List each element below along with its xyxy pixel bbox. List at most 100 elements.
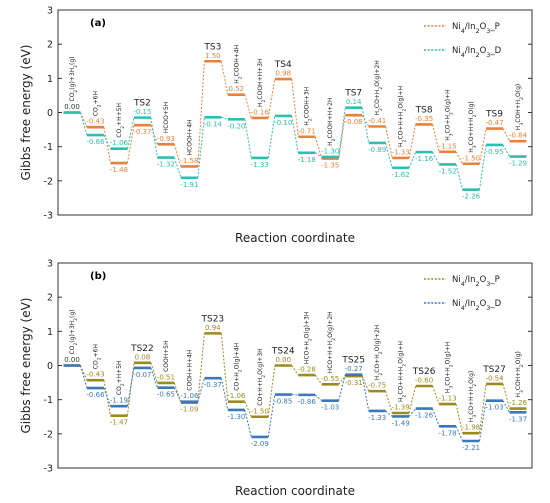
energy-value-label: -1.48	[110, 166, 128, 174]
state-label: H3CO+H+H2O(g)	[468, 371, 478, 422]
energy-value-label: -1.29	[509, 160, 527, 168]
energy-value-label: -0.31	[345, 379, 363, 387]
connector-line	[103, 127, 111, 164]
connector-line	[173, 144, 182, 167]
energy-value-label: -0.20	[227, 122, 245, 130]
connector-line	[126, 125, 135, 164]
series-d	[63, 106, 527, 192]
state-label: H2CO+H+H2O(g)+H	[398, 86, 408, 147]
connector-line	[338, 107, 346, 157]
connector-line	[408, 385, 417, 414]
state-label: HCOO+5H	[163, 102, 170, 134]
y-tick-label: 1	[47, 74, 53, 85]
connector-line	[79, 112, 88, 128]
energy-value-label: -1.37	[509, 415, 527, 423]
state-label: COOH+5H	[163, 340, 170, 372]
state-label: H3COH+H2O(g)	[515, 351, 525, 397]
energy-value-label: -1.30	[227, 413, 245, 421]
energy-value-label: -0.43	[86, 118, 104, 126]
energy-value-label: -1.26	[509, 399, 528, 407]
legend-label: Ni4/In2O3_P	[452, 22, 500, 35]
legend-label: Ni4/In2O3_D	[452, 46, 502, 59]
connector-line	[244, 94, 252, 119]
connector-line	[244, 401, 252, 417]
energy-value-label: -1.16	[415, 155, 434, 163]
x-axis-label: Reaction coordinate	[235, 484, 355, 498]
energy-value-label: -1.30	[321, 147, 339, 155]
panel-label: (a)	[90, 18, 106, 29]
energy-value-label: -0.14	[204, 120, 223, 128]
y-tick-label: -3	[44, 464, 53, 475]
energy-value-label: -1.49	[392, 419, 410, 427]
ts-label: TS3	[203, 42, 221, 52]
energy-value-label: -1.52	[439, 167, 457, 175]
energy-value-label: -0.71	[298, 127, 316, 135]
connector-line	[103, 134, 111, 149]
energy-value-label: -1.35	[321, 162, 339, 170]
ts-label: TS8	[415, 105, 433, 115]
connector-line	[385, 142, 393, 168]
state-label: HCO+H2O(g)+3H	[304, 312, 314, 364]
connector-line	[197, 378, 205, 402]
plot-frame	[57, 9, 533, 216]
energy-value-label: 0.00	[275, 356, 291, 364]
connector-line	[408, 151, 417, 169]
energy-value-label: 0.08	[135, 353, 151, 361]
connector-line	[432, 408, 440, 427]
state-label: COOH+H+4H	[186, 350, 193, 391]
energy-value-label: -1.50	[251, 407, 269, 415]
connector-line	[314, 136, 323, 159]
energy-value-label: -2.21	[462, 444, 480, 452]
y-tick-label: -1	[44, 142, 53, 153]
energy-value-label: -0.41	[368, 117, 386, 125]
x-axis-label: Reaction coordinate	[235, 231, 355, 245]
connector-line	[103, 380, 111, 416]
ts-label: TS22	[130, 344, 154, 354]
energy-value-label: -1.47	[110, 419, 128, 427]
energy-value-label: 0.52	[229, 85, 245, 93]
energy-value-label: -1.58	[180, 157, 198, 165]
energy-value-label: -1.98	[462, 424, 480, 432]
connector-line	[385, 410, 393, 417]
energy-value-label: -1.06	[227, 392, 246, 400]
connector-line	[455, 403, 464, 434]
energy-value-label: -0.28	[298, 366, 316, 374]
y-tick-label: 2	[47, 293, 53, 304]
connector-line	[361, 374, 370, 412]
energy-value-label: 0.98	[275, 70, 291, 78]
energy-value-label: -0.86	[298, 398, 317, 406]
state-label: H2CO+H2O(g)+2H	[374, 325, 384, 380]
energy-value-label: -1.32	[157, 161, 175, 169]
connector-line	[220, 333, 229, 402]
ts-label: TS24	[271, 347, 295, 357]
energy-value-label: -1.33	[368, 414, 386, 422]
state-label: H3CO+H2O(g)+H	[445, 89, 455, 140]
ts-label: TS25	[341, 356, 365, 366]
energy-value-label: -1.06	[110, 139, 129, 147]
state-label: H2COOH+H+3H	[257, 59, 267, 107]
y-axis-label: Gibbs free energy (eV)	[19, 45, 33, 181]
connector-line	[79, 112, 88, 136]
connector-line	[197, 61, 205, 167]
y-tick-label: 2	[47, 40, 53, 51]
state-label: HCOOH+4H	[186, 119, 193, 155]
connector-line	[126, 117, 135, 149]
state-label: H3CO+H2O(g)+H	[445, 342, 455, 393]
state-label: H3CO+H+H2O(g)	[468, 101, 478, 152]
ts-label: TS7	[344, 89, 362, 99]
connector-line	[432, 124, 440, 152]
connector-line	[408, 408, 417, 417]
state-label: H2COOH+H+2H	[327, 97, 337, 145]
energy-value-label: -1.78	[439, 429, 457, 437]
energy-value-label: -1.09	[180, 406, 198, 414]
connector-line	[126, 367, 135, 407]
connector-line	[221, 116, 229, 120]
connector-line	[79, 365, 88, 389]
energy-value-label: -0.37	[133, 128, 151, 136]
connector-line	[361, 107, 370, 144]
energy-value-label: -2.09	[251, 440, 269, 448]
connector-line	[197, 333, 205, 403]
energy-value-label: -1.15	[439, 142, 457, 150]
energy-value-label: -0.66	[86, 391, 105, 399]
